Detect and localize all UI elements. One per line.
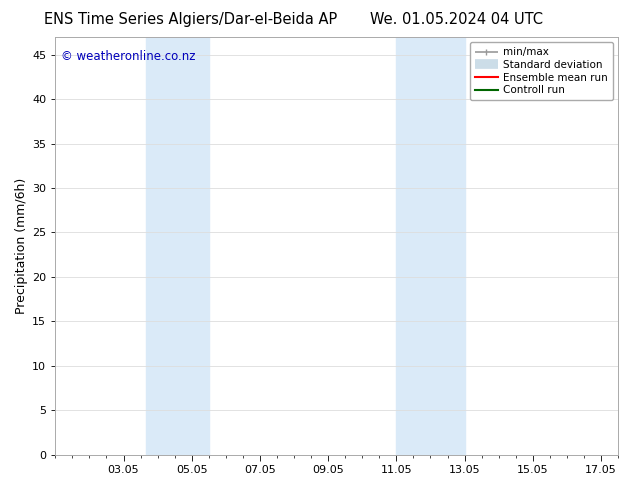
- Bar: [396, 37, 465, 455]
- Text: We. 01.05.2024 04 UTC: We. 01.05.2024 04 UTC: [370, 12, 543, 27]
- Bar: [146, 37, 209, 455]
- Text: ENS Time Series Algiers/Dar-el-Beida AP: ENS Time Series Algiers/Dar-el-Beida AP: [44, 12, 337, 27]
- Text: © weatheronline.co.nz: © weatheronline.co.nz: [61, 49, 195, 63]
- Legend: min/max, Standard deviation, Ensemble mean run, Controll run: min/max, Standard deviation, Ensemble me…: [470, 42, 613, 100]
- Y-axis label: Precipitation (mm/6h): Precipitation (mm/6h): [15, 178, 28, 314]
